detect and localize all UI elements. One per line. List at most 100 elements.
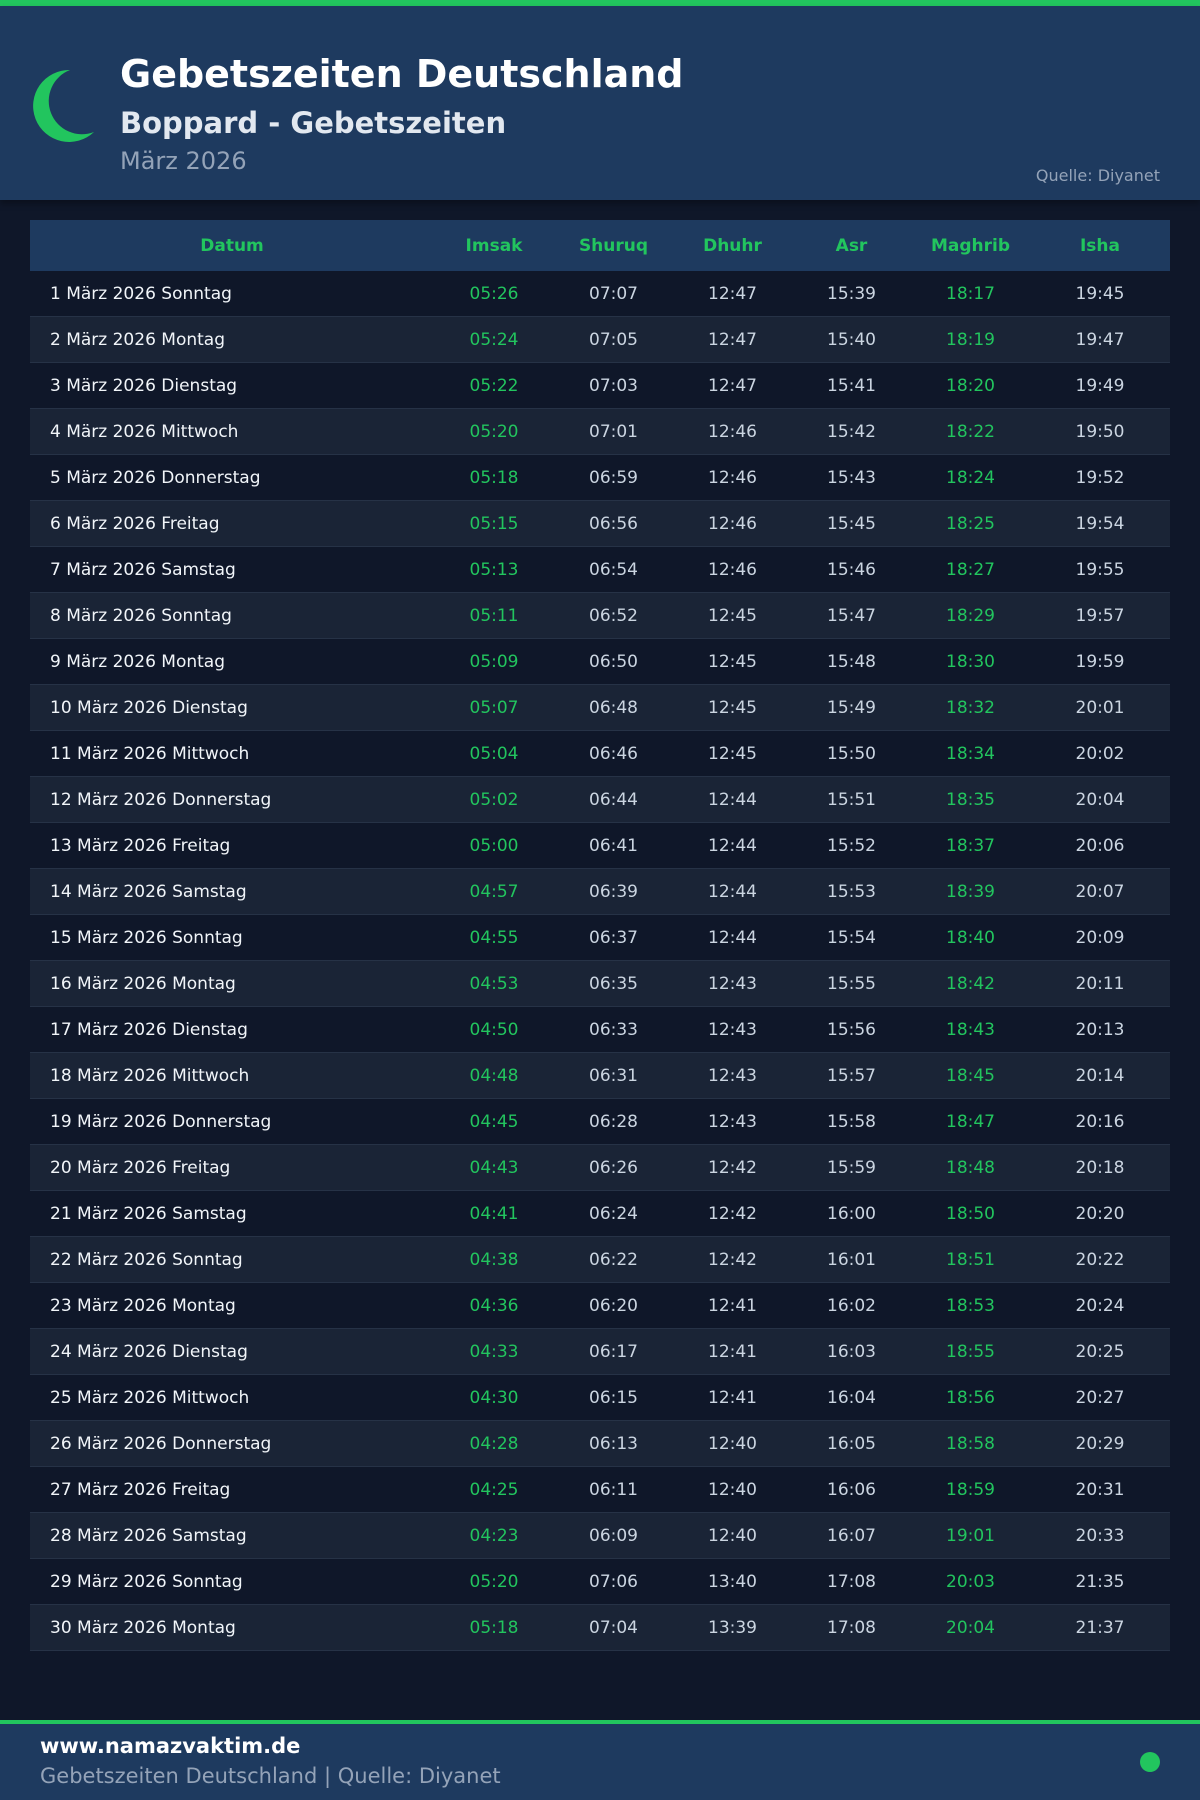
shuruq-time: 07:05 <box>589 329 638 350</box>
maghrib-time: 18:29 <box>946 605 995 626</box>
footer-site-link[interactable]: www.namazvaktim.de <box>40 1734 301 1758</box>
table-row: 1 März 2026 Sonntag 05:26 07:07 12:47 15:39 1… <box>30 271 1170 317</box>
isha-time: 19:49 <box>1075 375 1125 396</box>
isha-time: 20:16 <box>1075 1111 1125 1132</box>
shuruq-time: 06:33 <box>589 1019 638 1040</box>
maghrib-time: 18:37 <box>946 835 995 856</box>
table-row: 25 März 2026 Mittwoch 04:30 06:15 12:41 16:0… <box>30 1375 1170 1421</box>
table-row: 4 März 2026 Mittwoch 05:20 07:01 12:46 15:42… <box>30 409 1170 455</box>
shuruq-time: 06:35 <box>589 973 638 994</box>
isha-time: 20:06 <box>1075 835 1125 856</box>
dhuhr-time: 12:47 <box>708 375 757 396</box>
imsak-time: 05:09 <box>469 651 519 672</box>
table-row: 26 März 2026 Donnerstag 04:28 06:13 12:40 16… <box>30 1421 1170 1467</box>
asr-time: 15:52 <box>827 835 876 856</box>
shuruq-time: 07:03 <box>589 375 638 396</box>
shuruq-time: 06:15 <box>589 1387 638 1408</box>
imsak-time: 05:04 <box>469 743 519 764</box>
isha-time: 20:33 <box>1075 1525 1125 1546</box>
date-cell: 8 März 2026 Sonntag <box>50 605 232 626</box>
table-row: 20 März 2026 Freitag 04:43 06:26 12:42 15:59… <box>30 1145 1170 1191</box>
imsak-time: 05:07 <box>469 697 519 718</box>
dhuhr-time: 12:45 <box>708 651 757 672</box>
imsak-time: 05:20 <box>469 421 519 442</box>
date-cell: 1 März 2026 Sonntag <box>50 283 232 304</box>
imsak-time: 05:02 <box>469 789 519 810</box>
shuruq-time: 06:31 <box>589 1065 638 1086</box>
isha-time: 20:09 <box>1075 927 1125 948</box>
date-cell: 4 März 2026 Mittwoch <box>50 421 239 442</box>
table-row: 22 März 2026 Sonntag 04:38 06:22 12:42 16:01… <box>30 1237 1170 1283</box>
table-row: 3 März 2026 Dienstag 05:22 07:03 12:47 15:41… <box>30 363 1170 409</box>
shuruq-time: 06:37 <box>589 927 638 948</box>
imsak-time: 04:48 <box>469 1065 519 1086</box>
source-label: Quelle: Diyanet <box>1035 166 1160 185</box>
isha-time: 20:27 <box>1075 1387 1125 1408</box>
imsak-time: 04:45 <box>469 1111 519 1132</box>
asr-time: 17:08 <box>827 1617 876 1638</box>
table-row: 16 März 2026 Montag 04:53 06:35 12:43 15:55 1… <box>30 961 1170 1007</box>
dhuhr-time: 12:43 <box>708 973 757 994</box>
shuruq-time: 06:17 <box>589 1341 638 1362</box>
dhuhr-time: 12:45 <box>708 605 757 626</box>
table-row: 2 März 2026 Montag 05:24 07:05 12:47 15:40 18… <box>30 317 1170 363</box>
table-row: 6 März 2026 Freitag 05:15 06:56 12:46 15:45 1… <box>30 501 1170 547</box>
asr-time: 15:56 <box>827 1019 876 1040</box>
asr-time: 15:48 <box>827 651 876 672</box>
table-row: 19 März 2026 Donnerstag 04:45 06:28 12:43 15… <box>30 1099 1170 1145</box>
isha-time: 20:29 <box>1075 1433 1125 1454</box>
maghrib-time: 18:25 <box>946 513 995 534</box>
imsak-time: 05:11 <box>469 605 519 626</box>
shuruq-time: 06:26 <box>589 1157 638 1178</box>
imsak-time: 04:50 <box>469 1019 519 1040</box>
column-header-dhuhr: Dhuhr <box>703 235 762 256</box>
table-row: 15 März 2026 Sonntag 04:55 06:37 12:44 15:54… <box>30 915 1170 961</box>
date-cell: 22 März 2026 Sonntag <box>50 1249 243 1270</box>
table-row: 12 März 2026 Donnerstag 05:02 06:44 12:44 15… <box>30 777 1170 823</box>
page-header: Gebetszeiten Deutschland Boppard - Gebet… <box>0 6 1200 200</box>
column-header-asr: Asr <box>835 235 868 256</box>
asr-time: 15:59 <box>827 1157 876 1178</box>
footer-tagline: Gebetszeiten Deutschland | Quelle: Diyan… <box>40 1764 501 1788</box>
date-cell: 14 März 2026 Samstag <box>50 881 247 902</box>
table-row: 28 März 2026 Samstag 04:23 06:09 12:40 16:07… <box>30 1513 1170 1559</box>
date-cell: 6 März 2026 Freitag <box>50 513 220 534</box>
maghrib-time: 18:20 <box>946 375 995 396</box>
maghrib-time: 18:47 <box>946 1111 995 1132</box>
date-cell: 12 März 2026 Donnerstag <box>50 789 272 810</box>
imsak-time: 04:38 <box>469 1249 519 1270</box>
dhuhr-time: 12:43 <box>708 1111 757 1132</box>
date-cell: 5 März 2026 Donnerstag <box>50 467 261 488</box>
date-cell: 24 März 2026 Dienstag <box>50 1341 248 1362</box>
asr-time: 16:05 <box>827 1433 876 1454</box>
isha-time: 20:18 <box>1075 1157 1125 1178</box>
asr-time: 15:53 <box>827 881 876 902</box>
column-header-isha: Isha <box>1079 235 1121 256</box>
isha-time: 20:13 <box>1075 1019 1125 1040</box>
asr-time: 16:07 <box>827 1525 876 1546</box>
asr-time: 15:57 <box>827 1065 876 1086</box>
table-header: Datum Imsak Shuruq Dhuhr Asr Maghrib Isha <box>30 220 1170 271</box>
isha-time: 20:02 <box>1075 743 1125 764</box>
maghrib-time: 18:39 <box>946 881 995 902</box>
shuruq-time: 06:39 <box>589 881 638 902</box>
maghrib-time: 19:01 <box>946 1525 995 1546</box>
date-cell: 23 März 2026 Montag <box>50 1295 236 1316</box>
date-cell: 15 März 2026 Sonntag <box>50 927 243 948</box>
date-cell: 26 März 2026 Donnerstag <box>50 1433 272 1454</box>
table-row: 9 März 2026 Montag 05:09 06:50 12:45 15:48 18… <box>30 639 1170 685</box>
isha-time: 19:57 <box>1075 605 1125 626</box>
dhuhr-time: 12:41 <box>708 1341 757 1362</box>
dhuhr-time: 12:46 <box>708 559 757 580</box>
imsak-time: 05:00 <box>469 835 519 856</box>
maghrib-time: 18:55 <box>946 1341 995 1362</box>
maghrib-time: 18:50 <box>946 1203 995 1224</box>
shuruq-time: 07:04 <box>589 1617 638 1638</box>
date-cell: 20 März 2026 Freitag <box>50 1157 231 1178</box>
imsak-time: 04:53 <box>469 973 519 994</box>
asr-time: 15:58 <box>827 1111 876 1132</box>
dhuhr-time: 12:40 <box>708 1433 757 1454</box>
imsak-time: 05:26 <box>469 283 519 304</box>
maghrib-time: 20:04 <box>946 1617 995 1638</box>
isha-time: 20:14 <box>1075 1065 1125 1086</box>
